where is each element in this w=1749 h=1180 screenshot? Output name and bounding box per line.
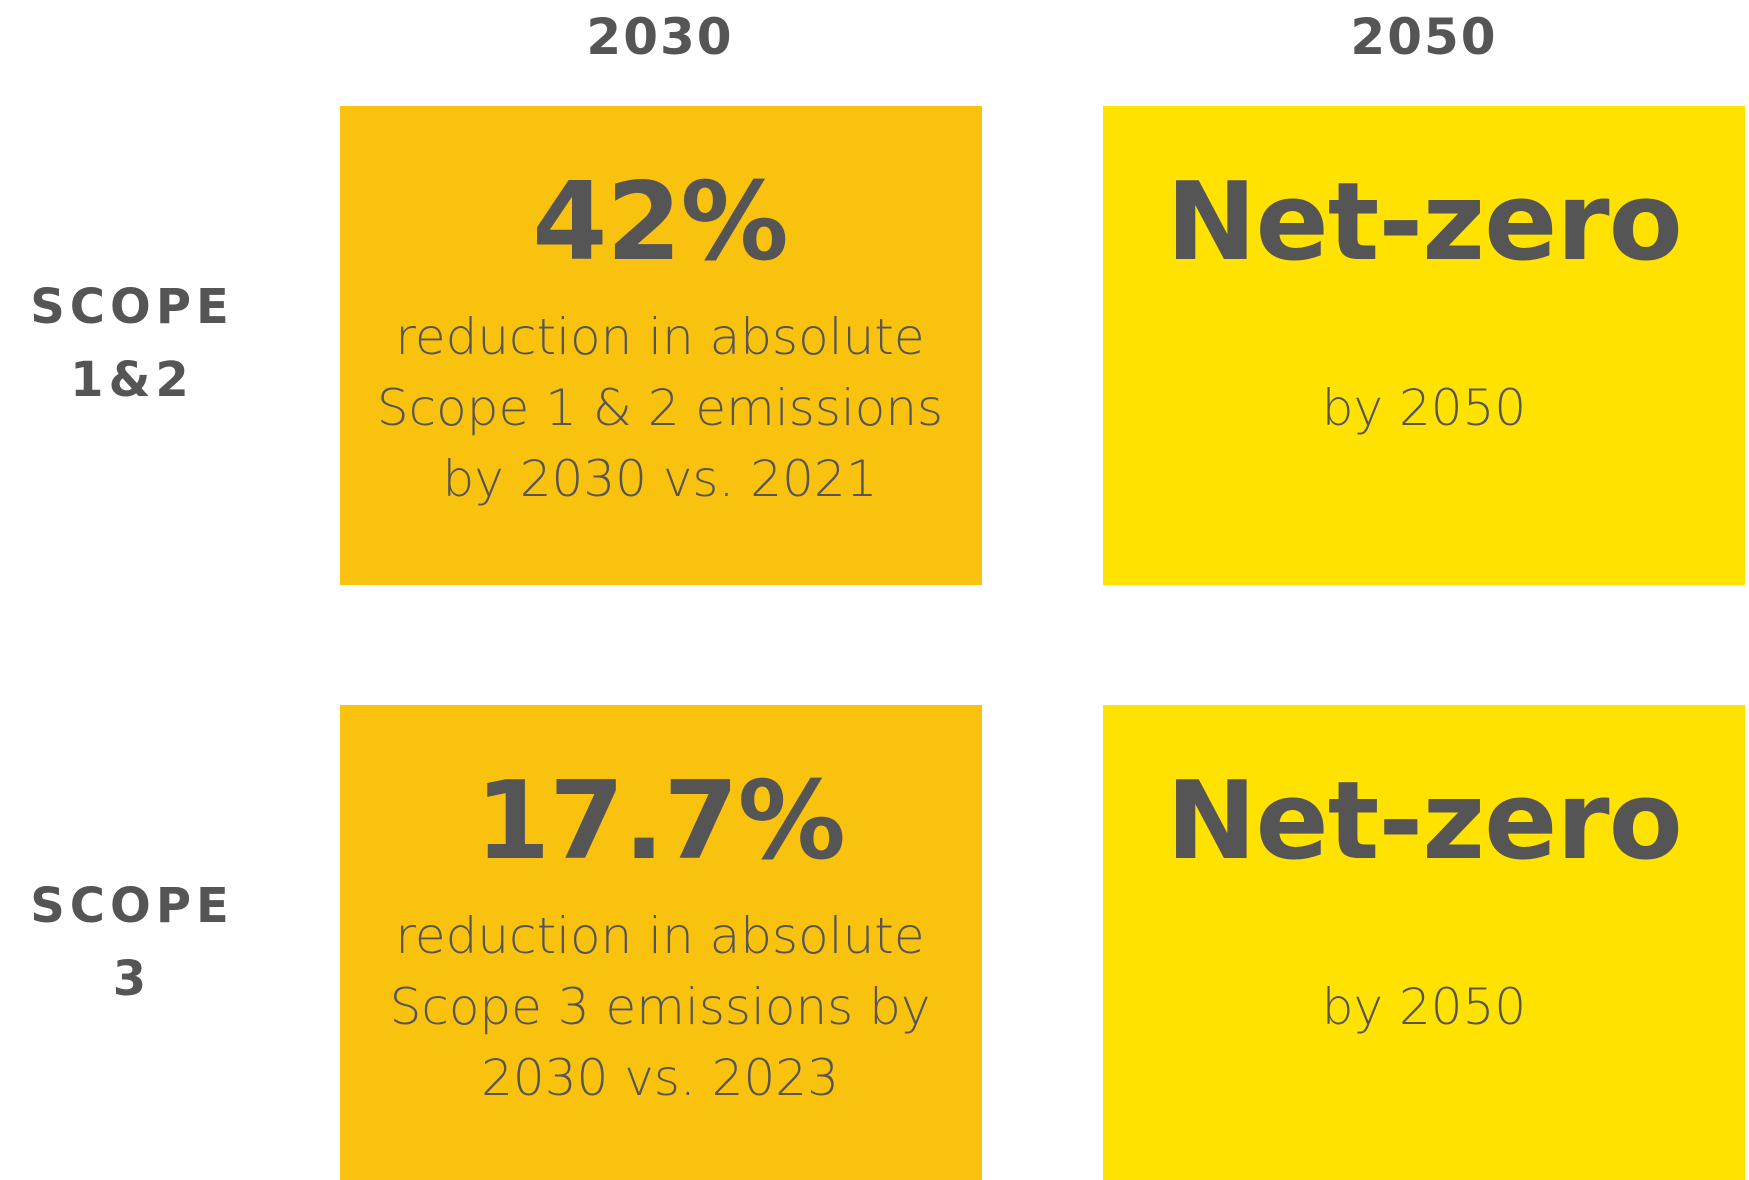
column-header: 2050 — [1350, 8, 1498, 66]
description-line: by 2050 — [1321, 978, 1527, 1036]
target-box — [1103, 705, 1745, 1180]
headline: 17.7% — [475, 759, 846, 884]
description-line: reduction in absolute — [395, 308, 925, 366]
target-box — [1103, 106, 1745, 585]
description-line: Scope 3 emissions by — [389, 978, 931, 1036]
headline: Net-zero — [1166, 160, 1683, 285]
row-label: SCOPE — [30, 878, 234, 934]
target-box — [340, 705, 982, 1180]
row-label: SCOPE — [30, 279, 234, 335]
headline: 42% — [532, 160, 789, 285]
description-line: 2030 vs. 2023 — [481, 1049, 839, 1107]
target-box — [340, 106, 982, 585]
description-line: reduction in absolute — [395, 907, 925, 965]
headline: Net-zero — [1166, 759, 1683, 884]
row-label: 1&2 — [70, 352, 194, 408]
description-line: by 2050 — [1321, 379, 1527, 437]
description-line: by 2030 vs. 2021 — [442, 450, 878, 508]
row-label: 3 — [112, 951, 152, 1007]
column-header: 2030 — [586, 8, 734, 66]
description-line: Scope 1 & 2 emissions — [376, 379, 944, 437]
